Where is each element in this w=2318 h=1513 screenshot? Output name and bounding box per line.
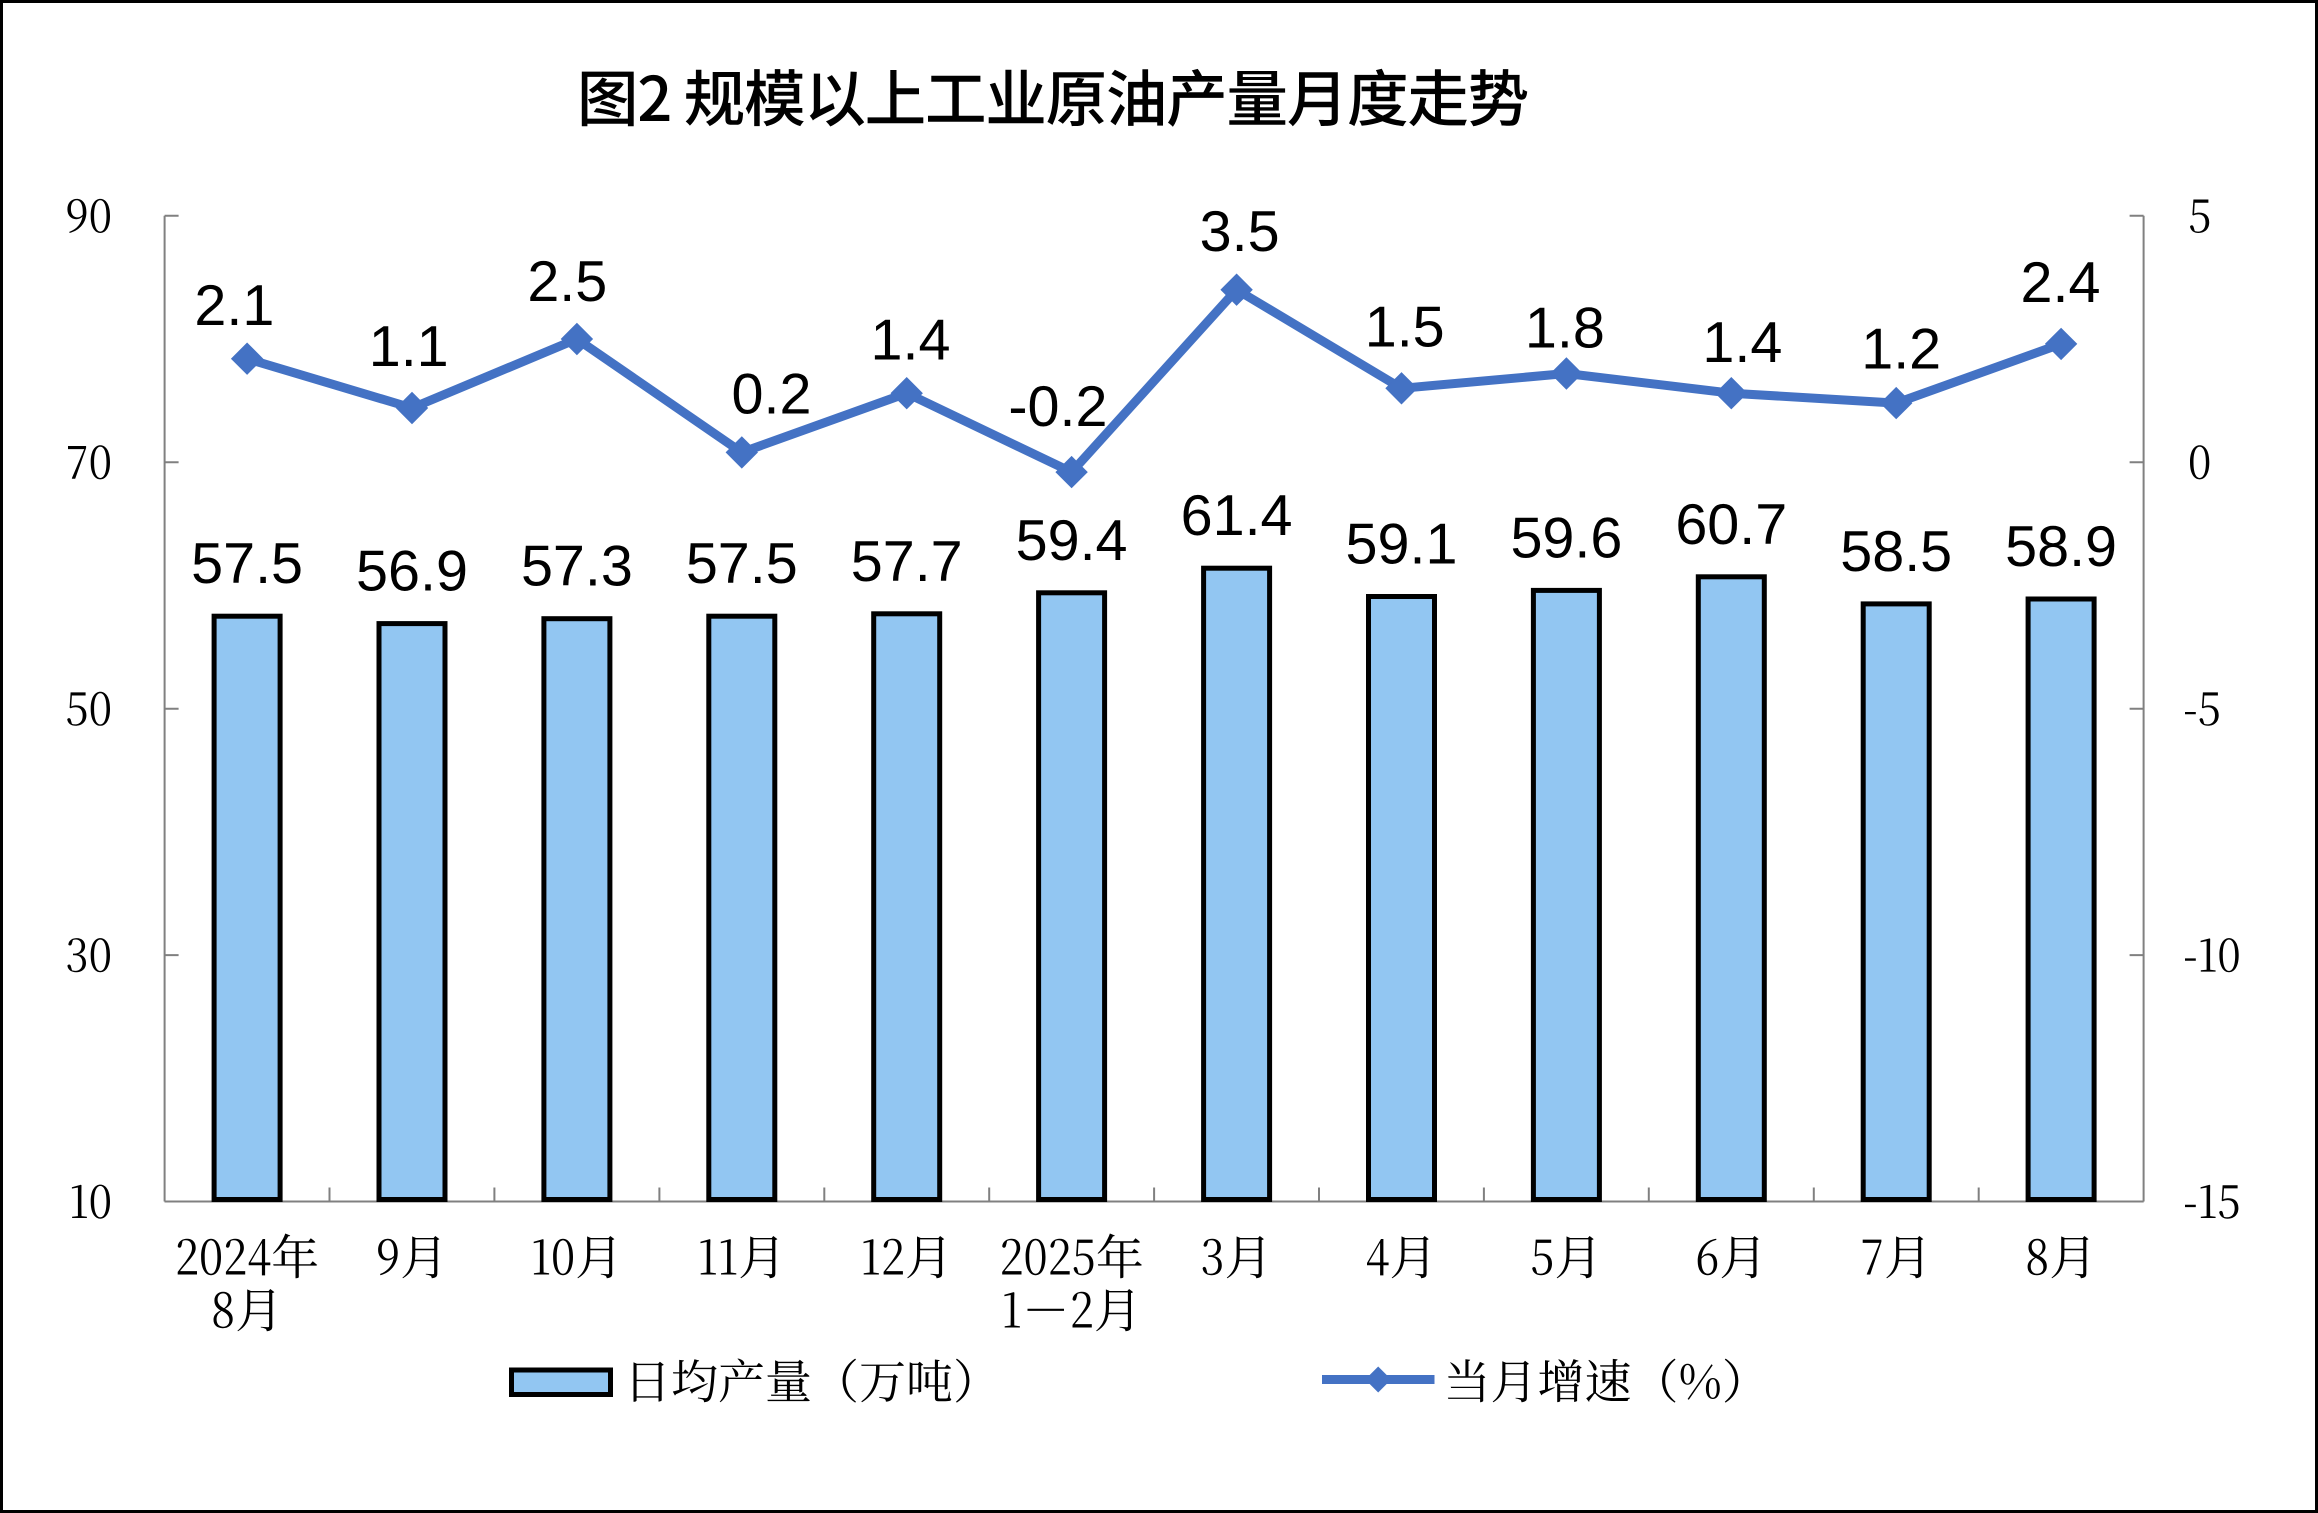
svg-text:2.4: 2.4 <box>2021 251 2101 315</box>
svg-text:59.6: 59.6 <box>1510 506 1622 570</box>
svg-text:57.5: 57.5 <box>686 532 798 596</box>
svg-text:58.5: 58.5 <box>1840 520 1952 584</box>
svg-text:-0.2: -0.2 <box>1008 375 1107 439</box>
svg-text:0.2: 0.2 <box>732 363 812 427</box>
svg-text:56.9: 56.9 <box>356 540 468 604</box>
svg-text:1.5: 1.5 <box>1365 296 1445 360</box>
svg-text:1.1: 1.1 <box>369 315 449 379</box>
svg-text:2.1: 2.1 <box>194 274 274 338</box>
svg-text:3.5: 3.5 <box>1200 200 1280 264</box>
svg-text:57.3: 57.3 <box>521 535 633 599</box>
svg-text:1.4: 1.4 <box>1702 311 1782 375</box>
svg-text:57.7: 57.7 <box>851 530 963 594</box>
svg-text:57.5: 57.5 <box>191 532 303 596</box>
svg-text:60.7: 60.7 <box>1675 493 1787 557</box>
svg-text:1.4: 1.4 <box>871 309 951 373</box>
svg-text:2.5: 2.5 <box>527 250 607 314</box>
svg-text:1.2: 1.2 <box>1861 318 1941 382</box>
svg-text:58.9: 58.9 <box>2005 515 2117 579</box>
svg-text:59.4: 59.4 <box>1016 509 1128 573</box>
svg-text:61.4: 61.4 <box>1181 484 1293 548</box>
svg-text:1.8: 1.8 <box>1525 297 1605 361</box>
svg-text:59.1: 59.1 <box>1346 513 1458 577</box>
